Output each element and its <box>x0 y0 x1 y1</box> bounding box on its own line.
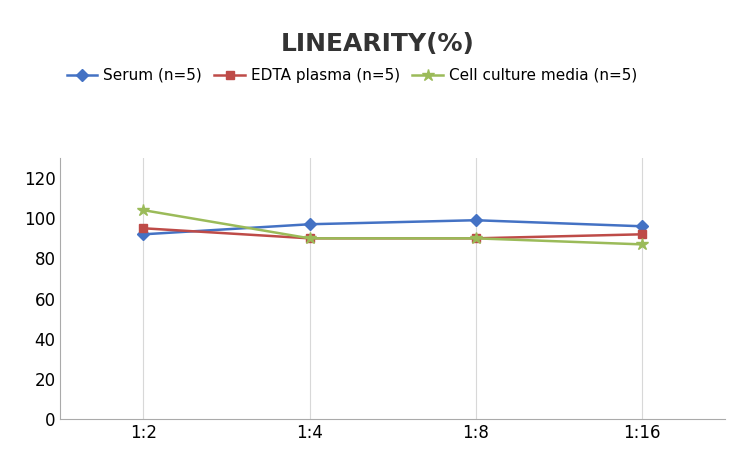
Legend: Serum (n=5), EDTA plasma (n=5), Cell culture media (n=5): Serum (n=5), EDTA plasma (n=5), Cell cul… <box>60 62 643 89</box>
Text: LINEARITY(%): LINEARITY(%) <box>281 32 474 55</box>
